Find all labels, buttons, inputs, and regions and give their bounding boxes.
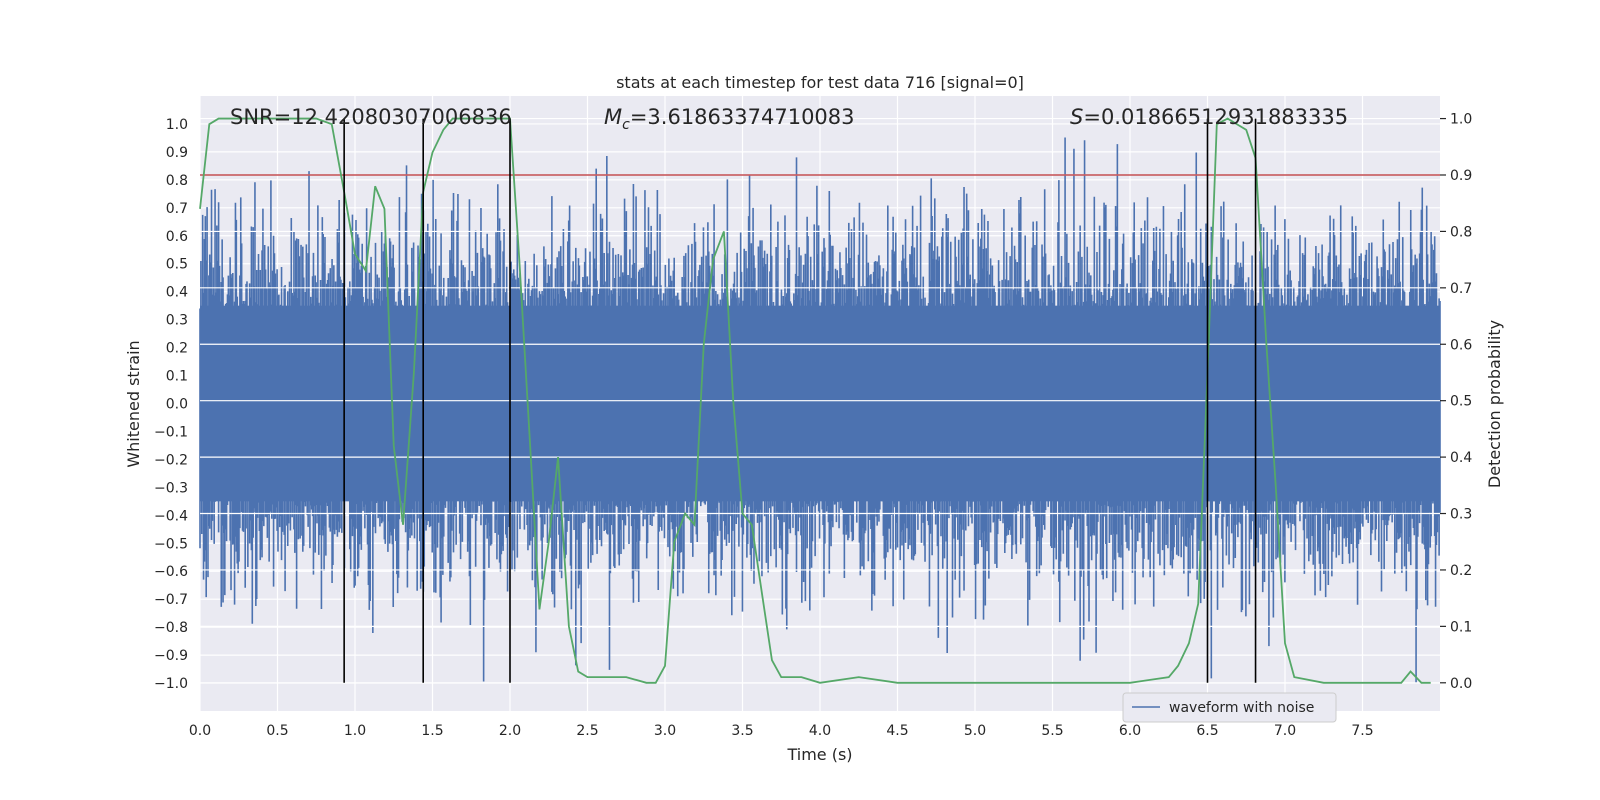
y-tick-label: 0.3 bbox=[166, 313, 188, 329]
y2-tick-label: 0.3 bbox=[1450, 507, 1472, 523]
y-tick-label: −0.4 bbox=[154, 508, 188, 524]
y-tick-label: −0.9 bbox=[154, 648, 188, 664]
legend-label: waveform with noise bbox=[1169, 700, 1314, 716]
x-tick-label: 5.0 bbox=[964, 723, 986, 739]
y-tick-label: 0.6 bbox=[166, 229, 188, 245]
s-annotation: S=0.01866512931883335 bbox=[1070, 105, 1348, 129]
y-tick-label: −0.8 bbox=[154, 620, 188, 636]
s-value: =0.01866512931883335 bbox=[1083, 105, 1348, 129]
y2-tick-label: 0.2 bbox=[1450, 563, 1472, 579]
x-axis-label: Time (s) bbox=[786, 745, 852, 764]
y-tick-label: −0.3 bbox=[154, 480, 188, 496]
y-tick-label: −0.7 bbox=[154, 592, 188, 608]
y-tick-label: 0.7 bbox=[166, 201, 188, 217]
y-tick-label: 0.8 bbox=[166, 173, 188, 189]
detection-probability-series bbox=[199, 117, 1431, 684]
y-tick-label: 0.2 bbox=[166, 341, 188, 357]
y-tick-label: 0.1 bbox=[166, 369, 188, 385]
snr-annotation: SNR=12.42080307006836 bbox=[230, 105, 512, 129]
y-tick-label: −0.1 bbox=[154, 424, 188, 440]
y2-tick-label: 0.4 bbox=[1450, 450, 1472, 466]
x-tick-label: 3.5 bbox=[731, 723, 753, 739]
s-symbol: S bbox=[1070, 105, 1083, 129]
chirp-mass-symbol: M bbox=[604, 105, 622, 129]
x-tick-label: 3.0 bbox=[654, 723, 676, 739]
x-tick-label: 0.5 bbox=[266, 723, 288, 739]
chirp-mass-annotation: Mc=3.61863374710083 bbox=[604, 105, 855, 133]
y-tick-label: 0.0 bbox=[166, 397, 188, 413]
chirp-mass-subscript: c bbox=[622, 117, 630, 133]
x-tick-label: 5.5 bbox=[1041, 723, 1063, 739]
y-tick-label: −0.2 bbox=[154, 452, 188, 468]
x-tick-label: 4.5 bbox=[886, 723, 908, 739]
detection-vertical-lines bbox=[343, 118, 1257, 683]
x-tick-label: 6.5 bbox=[1196, 723, 1218, 739]
x-tick-label: 7.0 bbox=[1274, 723, 1296, 739]
y-tick-label: 1.0 bbox=[166, 117, 188, 133]
x-tick-label: 7.5 bbox=[1351, 723, 1373, 739]
x-tick-label: 2.0 bbox=[499, 723, 521, 739]
y2-tick-label: 0.5 bbox=[1450, 394, 1472, 410]
y-axis-ticks: 1.0 0.9 0.8 0.7 0.6 0.5 0.4 0.3 0.2 0.1 0.0 −0.1 −0.… bbox=[154, 117, 188, 692]
x-tick-label: 4.0 bbox=[809, 723, 831, 739]
y2-axis-label: Detection probability bbox=[1485, 320, 1504, 488]
x-tick-label: 2.5 bbox=[576, 723, 598, 739]
detection-probability-line bbox=[199, 117, 1431, 684]
y2-tick-label: 0.8 bbox=[1450, 224, 1472, 240]
y-tick-label: 0.9 bbox=[166, 145, 188, 161]
x-tick-label: 6.0 bbox=[1119, 723, 1141, 739]
y2-tick-label: 0.7 bbox=[1450, 281, 1472, 297]
y2-tick-label: 0.6 bbox=[1450, 337, 1472, 353]
y-tick-label: −0.6 bbox=[154, 564, 188, 580]
x-tick-label: 1.5 bbox=[421, 723, 443, 739]
y2-tick-label: 0.0 bbox=[1450, 676, 1472, 692]
y-tick-label: −1.0 bbox=[154, 676, 188, 692]
x-axis-ticks: 0.0 0.5 1.0 1.5 2.0 2.5 3.0 3.5 4.0 4.5 5.0 5.5 6.0 6… bbox=[189, 723, 1374, 739]
y-tick-label: 0.5 bbox=[166, 257, 188, 273]
waveform-core-band bbox=[200, 305, 1440, 502]
x-tick-label: 0.0 bbox=[189, 723, 211, 739]
y2-axis-ticks: 1.0 0.9 0.8 0.7 0.6 0.5 0.4 0.3 0.2 0.1 0.0 bbox=[1440, 112, 1472, 692]
chirp-mass-value: =3.61863374710083 bbox=[630, 105, 855, 129]
legend: waveform with noise bbox=[1122, 692, 1337, 723]
y2-tick-label: 1.0 bbox=[1450, 112, 1472, 128]
x-tick-label: 1.0 bbox=[344, 723, 366, 739]
y-tick-label: 0.4 bbox=[166, 285, 188, 301]
y-axis-label: Whitened strain bbox=[124, 340, 143, 467]
y-tick-label: −0.5 bbox=[154, 536, 188, 552]
y2-tick-label: 0.9 bbox=[1450, 168, 1472, 184]
y2-tick-label: 0.1 bbox=[1450, 619, 1472, 635]
legend-box bbox=[1122, 692, 1337, 723]
chart-title: stats at each timestep for test data 716… bbox=[616, 73, 1024, 92]
